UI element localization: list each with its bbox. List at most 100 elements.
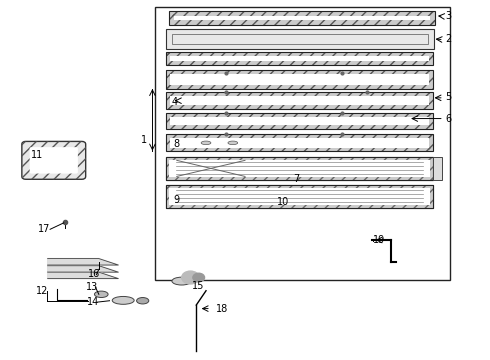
Bar [166,52,433,65]
Bar [429,113,433,129]
Bar [166,70,171,89]
Polygon shape [48,266,118,272]
Bar [166,157,433,180]
Bar [170,12,435,16]
Bar [166,134,433,138]
Text: 6: 6 [445,113,451,123]
Bar [166,93,433,96]
Bar [166,105,433,109]
Text: 7: 7 [293,174,299,184]
Bar [166,113,433,129]
Bar [166,185,433,208]
Bar [166,70,433,89]
Bar [429,134,433,152]
Bar [166,134,171,152]
Bar [429,113,433,129]
Bar [429,70,433,89]
Bar [166,93,171,109]
Bar [166,70,433,74]
Bar [166,185,433,188]
Bar [166,113,433,117]
Bar [166,85,433,89]
FancyBboxPatch shape [22,141,86,179]
Bar [166,157,433,180]
Bar [166,93,433,109]
Bar [166,93,433,109]
Bar [166,93,433,96]
Bar [170,12,174,24]
Text: 19: 19 [373,235,385,245]
Text: 5: 5 [445,92,451,102]
Bar [166,157,433,159]
Bar [166,93,171,109]
Bar [166,125,433,129]
Ellipse shape [95,291,108,297]
Ellipse shape [137,297,149,304]
Bar [166,185,433,188]
Bar [430,12,435,24]
Bar [166,29,434,49]
Bar [429,93,433,109]
Bar [170,20,435,24]
Bar [429,134,433,152]
Bar [166,52,433,65]
Circle shape [182,271,199,284]
Text: 2: 2 [445,34,451,44]
Bar [430,157,433,180]
Circle shape [193,273,204,282]
Bar [170,12,435,16]
Text: 3: 3 [445,11,451,21]
Bar [166,52,171,65]
Text: 1: 1 [141,135,147,145]
Text: 18: 18 [216,303,228,314]
Bar [166,61,433,65]
Bar [433,157,442,180]
Ellipse shape [112,296,134,304]
Bar [166,125,433,129]
Bar [166,185,169,208]
Bar [166,134,433,152]
Ellipse shape [228,141,238,145]
Bar [430,185,433,208]
Text: 9: 9 [173,195,179,204]
Bar [166,85,433,89]
Bar [166,113,171,129]
Bar [166,157,169,180]
Bar [170,12,435,24]
Polygon shape [48,272,118,279]
Bar [166,177,433,180]
Bar [166,185,433,208]
Bar [166,205,433,208]
Bar [166,105,433,109]
FancyBboxPatch shape [30,147,78,174]
Text: 4: 4 [172,98,178,108]
Bar [166,113,433,117]
Bar [429,93,433,109]
Bar [170,12,435,24]
Polygon shape [48,258,118,265]
Bar [166,70,171,89]
Text: 16: 16 [88,269,100,279]
Bar [166,185,169,208]
Text: 8: 8 [173,139,179,149]
Text: 15: 15 [193,282,205,292]
Bar [166,70,433,74]
Bar [166,134,433,152]
Text: 13: 13 [86,282,98,292]
Bar [166,61,433,65]
Bar [429,52,433,65]
Bar [155,7,450,280]
Bar [166,148,433,152]
Text: 10: 10 [277,197,289,207]
Text: 11: 11 [30,150,43,160]
Bar [430,157,433,180]
Bar [166,148,433,152]
Text: 12: 12 [35,287,48,296]
Bar [166,70,433,89]
Bar [430,185,433,208]
Text: 17: 17 [38,224,50,234]
Bar [172,33,428,44]
Bar [170,20,435,24]
Bar [166,157,169,180]
Bar [166,113,433,129]
